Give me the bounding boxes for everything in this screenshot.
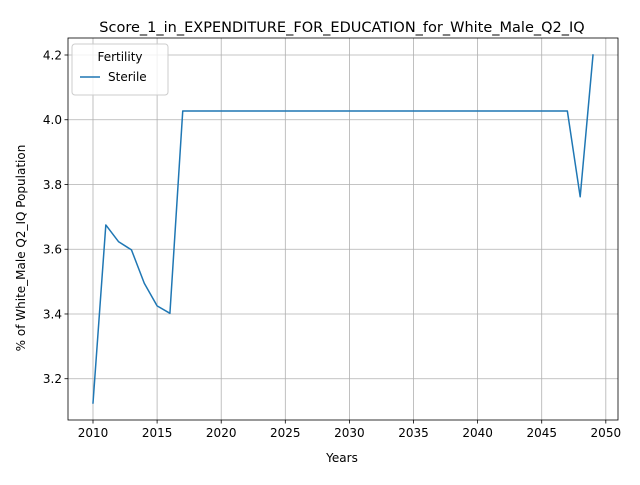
y-tick-label: 3.6 bbox=[43, 243, 62, 257]
x-axis-label: Years bbox=[325, 451, 358, 465]
y-tick-label: 4.0 bbox=[43, 113, 62, 127]
legend-entry-sterile: Sterile bbox=[108, 70, 147, 84]
legend-box bbox=[71, 43, 169, 96]
x-tick-label: 2045 bbox=[526, 426, 557, 440]
y-tick-label: 3.4 bbox=[43, 307, 62, 321]
x-tick-label: 2040 bbox=[462, 426, 493, 440]
y-tick-label: 3.8 bbox=[43, 178, 62, 192]
y-tick-label: 3.2 bbox=[43, 372, 62, 386]
chart-title: Score_1_in_EXPENDITURE_FOR_EDUCATION_for… bbox=[99, 20, 584, 36]
y-tick-label: 4.2 bbox=[43, 48, 62, 62]
y-axis-ticks: 3.2 3.4 3.6 3.8 4.0 4.2 bbox=[43, 48, 68, 386]
x-tick-label: 2010 bbox=[78, 426, 109, 440]
plot-frame bbox=[67, 37, 619, 421]
x-tick-label: 2035 bbox=[398, 426, 429, 440]
x-tick-label: 2015 bbox=[142, 426, 173, 440]
y-axis-label: % of White_Male Q2_IQ Population bbox=[14, 145, 28, 352]
legend-title: Fertility bbox=[97, 50, 142, 64]
x-axis-ticks: 2010 2015 2020 2025 2030 2035 2040 2045 2050 bbox=[78, 420, 621, 440]
series-layer bbox=[92, 54, 594, 404]
x-tick-label: 2020 bbox=[206, 426, 237, 440]
x-tick-label: 2030 bbox=[334, 426, 365, 440]
x-tick-label: 2050 bbox=[591, 426, 622, 440]
x-tick-label: 2025 bbox=[270, 426, 301, 440]
series-line-sterile bbox=[92, 54, 594, 404]
legend: Fertility Sterile bbox=[71, 43, 169, 96]
grid-lines bbox=[68, 38, 618, 420]
